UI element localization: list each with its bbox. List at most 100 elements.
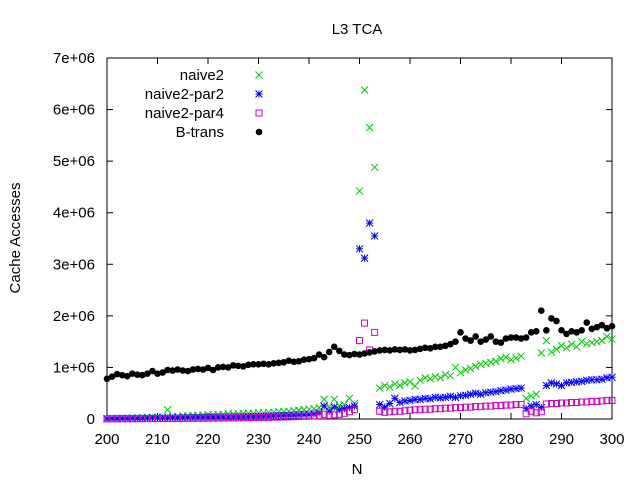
point-naive2 — [461, 366, 470, 374]
point-naive2-par4 — [497, 402, 505, 410]
point-naive2-par4 — [310, 412, 318, 420]
point-B-trans — [472, 333, 479, 340]
point-naive2-par4 — [563, 399, 571, 407]
x-tick-label: 250 — [347, 431, 372, 448]
point-naive2-par4 — [603, 396, 611, 404]
point-B-trans — [421, 344, 429, 352]
point-naive2-par4 — [164, 415, 172, 423]
point-B-trans — [134, 371, 141, 378]
point-naive2-par4 — [179, 414, 187, 422]
point-B-trans — [532, 328, 540, 335]
point-naive2-par2 — [461, 391, 470, 400]
point-B-trans — [123, 372, 131, 380]
point-naive2-par4 — [204, 414, 212, 422]
y-tick-label: 0 — [87, 411, 95, 428]
point-B-trans — [391, 346, 399, 353]
point-naive2 — [517, 352, 525, 360]
point-naive2-par4 — [381, 408, 389, 416]
point-B-trans — [598, 321, 606, 329]
y-tick-label: 5e+06 — [53, 153, 95, 170]
x-tick-label: 200 — [94, 431, 119, 448]
y-axis-label: Cache Accesses — [7, 183, 24, 294]
point-B-trans — [527, 329, 535, 336]
x-tick-label: 210 — [145, 431, 170, 448]
point-naive2-par2 — [390, 394, 399, 403]
point-naive2-par4 — [537, 408, 545, 416]
point-naive2 — [592, 337, 601, 346]
point-B-trans — [578, 326, 585, 334]
point-naive2-par4 — [295, 413, 303, 421]
point-naive2 — [552, 345, 561, 354]
point-B-trans — [179, 367, 187, 374]
x-tick-label: 260 — [397, 431, 422, 448]
point-naive2-par4 — [300, 412, 308, 420]
point-B-trans — [431, 343, 439, 351]
point-naive2-par4 — [426, 405, 434, 413]
point-B-trans — [330, 343, 338, 351]
point-naive2-par4 — [209, 414, 217, 422]
point-B-trans — [310, 354, 318, 362]
point-B-trans — [315, 351, 323, 358]
point-naive2-par4 — [593, 397, 601, 405]
point-B-trans — [108, 373, 116, 381]
point-naive2-par4 — [401, 407, 409, 415]
point-naive2-par4 — [108, 415, 116, 423]
point-naive2-par4 — [457, 404, 464, 412]
point-naive2 — [598, 336, 606, 345]
point-B-trans — [371, 348, 378, 355]
point-B-trans — [477, 338, 485, 345]
series-naive2-par4 — [103, 319, 616, 423]
point-B-trans — [467, 337, 474, 344]
point-naive2 — [406, 378, 414, 386]
legend-marker-naive2-par4 — [255, 109, 263, 117]
point-naive2-par2 — [577, 377, 586, 386]
point-naive2 — [426, 374, 435, 383]
point-naive2-par2 — [517, 384, 525, 392]
point-B-trans — [487, 333, 495, 340]
point-B-trans — [386, 347, 394, 354]
point-naive2-par4 — [436, 405, 444, 413]
series-B-trans — [103, 307, 616, 383]
x-axis-label: N — [352, 461, 363, 478]
point-naive2-par2 — [360, 254, 369, 262]
point-B-trans — [103, 375, 111, 383]
point-naive2-par4 — [356, 337, 363, 345]
point-naive2 — [547, 348, 556, 356]
point-B-trans — [250, 361, 257, 368]
point-B-trans — [270, 360, 277, 367]
point-B-trans — [426, 345, 434, 352]
point-naive2-par4 — [244, 414, 252, 422]
point-naive2-par4 — [234, 414, 242, 422]
point-naive2 — [396, 381, 404, 390]
point-B-trans — [346, 351, 353, 359]
point-naive2-par4 — [391, 407, 399, 415]
x-tick-label: 220 — [195, 431, 220, 448]
point-B-trans — [573, 329, 580, 336]
point-naive2-par4 — [552, 400, 560, 408]
legend-marker-naive2 — [255, 71, 263, 79]
point-naive2-par4 — [143, 415, 151, 423]
y-tick-label: 6e+06 — [53, 102, 95, 119]
point-B-trans — [608, 322, 616, 330]
point-naive2 — [163, 405, 172, 414]
point-naive2-par2 — [406, 396, 414, 405]
legend: naive2 naive2-par2 naive2-par4 B-trans — [145, 67, 263, 141]
point-naive2-par2 — [416, 395, 424, 404]
point-naive2-par4 — [542, 400, 550, 408]
point-B-trans — [265, 361, 272, 368]
point-B-trans — [351, 350, 358, 358]
point-naive2 — [522, 394, 531, 403]
point-naive2 — [370, 163, 379, 172]
point-naive2 — [557, 341, 566, 350]
point-B-trans — [189, 366, 197, 373]
point-B-trans — [260, 360, 267, 368]
point-naive2-par2 — [502, 386, 510, 394]
point-B-trans — [325, 348, 333, 356]
point-naive2-par4 — [265, 413, 273, 421]
point-naive2 — [385, 383, 394, 391]
point-B-trans — [492, 338, 500, 345]
point-B-trans — [361, 350, 368, 357]
point-B-trans — [497, 339, 505, 346]
point-B-trans — [295, 357, 303, 365]
point-naive2 — [446, 371, 455, 380]
